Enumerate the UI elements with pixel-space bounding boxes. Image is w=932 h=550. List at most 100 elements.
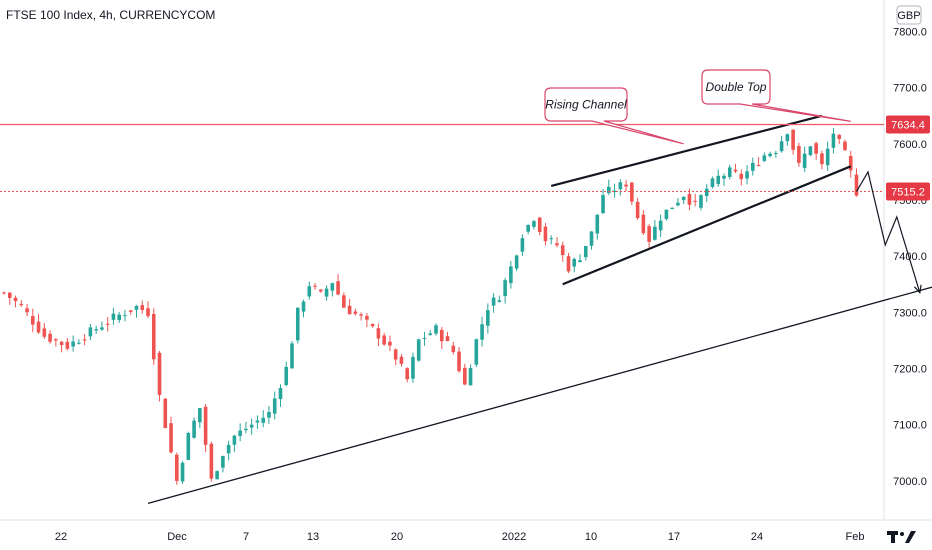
candle-body: [497, 300, 502, 302]
candle-body: [180, 462, 185, 482]
candle-body: [681, 196, 686, 201]
candle-body: [825, 148, 830, 166]
double-top-callout-box: [701, 69, 851, 122]
candle-body: [59, 341, 64, 346]
candle-body: [77, 342, 81, 344]
resistance-price-tag-bg: [886, 115, 930, 134]
candle-body: [342, 295, 346, 308]
candle-body: [359, 314, 363, 316]
y-tick-label: 7400.0: [893, 251, 927, 263]
candle-body: [578, 260, 582, 263]
candle-body: [779, 141, 784, 152]
candle-body: [347, 305, 352, 315]
candle-body: [123, 315, 127, 317]
candle-body: [295, 307, 300, 341]
candle-body: [36, 321, 41, 333]
candle-body: [215, 471, 219, 480]
candle-body: [768, 153, 772, 157]
candle-body: [244, 428, 248, 431]
candle-body: [751, 162, 755, 171]
candle-body: [491, 297, 496, 306]
candle-body: [54, 339, 58, 341]
y-tick-label: 7000.0: [893, 476, 927, 488]
candle-body: [19, 303, 24, 306]
candle-body: [831, 133, 836, 148]
candle-body: [411, 356, 415, 379]
candle-body: [457, 351, 461, 372]
candle-body: [226, 444, 231, 454]
candle-body: [117, 314, 121, 321]
candle-body: [186, 432, 191, 461]
candle-body: [221, 455, 225, 468]
rising-channel-callout-box: [544, 87, 684, 145]
projection-arrowhead: [913, 284, 922, 295]
candle-body: [532, 221, 536, 227]
rising-channel-callout: Rising Channel: [544, 87, 684, 145]
candle-body: [140, 305, 145, 310]
drawing-overlays: Rising Channel Double Top: [0, 69, 932, 504]
candle-body: [653, 226, 657, 240]
candle-body: [676, 202, 680, 206]
currency-label: GBP: [897, 10, 920, 22]
candle-body: [353, 311, 358, 314]
resistance-price-tag: 7634.4: [891, 120, 925, 132]
candle-body: [330, 283, 335, 291]
candle-body: [445, 336, 450, 342]
candle-body: [267, 411, 271, 418]
candle-body: [756, 165, 761, 167]
candle-body: [428, 333, 433, 336]
x-tick-label: 7: [243, 531, 249, 543]
candle-body: [134, 305, 139, 310]
candle-body: [797, 146, 801, 163]
y-tick-label: 7700.0: [893, 83, 927, 95]
candle-body: [635, 201, 640, 219]
candle-body: [365, 315, 369, 320]
candle-body: [699, 195, 703, 208]
candle-body: [543, 226, 548, 242]
candle-body: [693, 200, 697, 202]
candle-body: [422, 337, 427, 339]
price-scale[interactable]: [884, 0, 932, 520]
candle-body: [537, 217, 542, 233]
candle-body: [238, 430, 242, 436]
candle-body: [13, 297, 18, 302]
candle-body: [198, 408, 202, 423]
candle-body: [710, 178, 715, 188]
candle-body: [434, 325, 438, 334]
candle-body: [71, 341, 75, 347]
y-tick-label: 7100.0: [893, 420, 927, 432]
candle-body: [175, 454, 179, 481]
candle-body: [520, 238, 525, 252]
time-scale-ticks: 22 Dec 7 13 20 2022 10 17 24 Feb: [55, 531, 865, 543]
candle-body: [555, 243, 559, 246]
candle-body: [42, 328, 47, 337]
candle-body: [451, 345, 456, 353]
price-scale-ticks: 7800.07700.07600.07500.07400.07300.07200…: [893, 27, 927, 488]
y-tick-label: 7200.0: [893, 364, 927, 376]
candle-body: [837, 134, 841, 139]
candle-body: [549, 238, 553, 240]
rising-channel-callout-text: Rising Channel: [545, 98, 627, 112]
x-tick-label: 17: [668, 531, 680, 543]
candle-body: [647, 226, 651, 242]
candle-body: [100, 327, 104, 330]
candle-body: [802, 153, 807, 168]
candle-body: [463, 367, 467, 385]
candle-body: [820, 153, 824, 165]
candle-body: [232, 435, 237, 445]
candle-body: [319, 289, 323, 292]
candle-body: [595, 214, 600, 234]
candle-body: [157, 352, 162, 395]
x-tick-label: 13: [307, 531, 319, 543]
candle-body: [393, 349, 398, 360]
candle-body: [745, 171, 749, 179]
candle-body: [88, 327, 93, 337]
last-price-tag: 7515.2: [891, 186, 925, 198]
candle-body: [624, 184, 628, 187]
candle-body: [25, 308, 29, 313]
candle-body: [843, 141, 847, 151]
double-top-callout-text: Double Top: [706, 80, 767, 94]
candle-body: [169, 423, 173, 453]
candle-body: [48, 333, 52, 342]
